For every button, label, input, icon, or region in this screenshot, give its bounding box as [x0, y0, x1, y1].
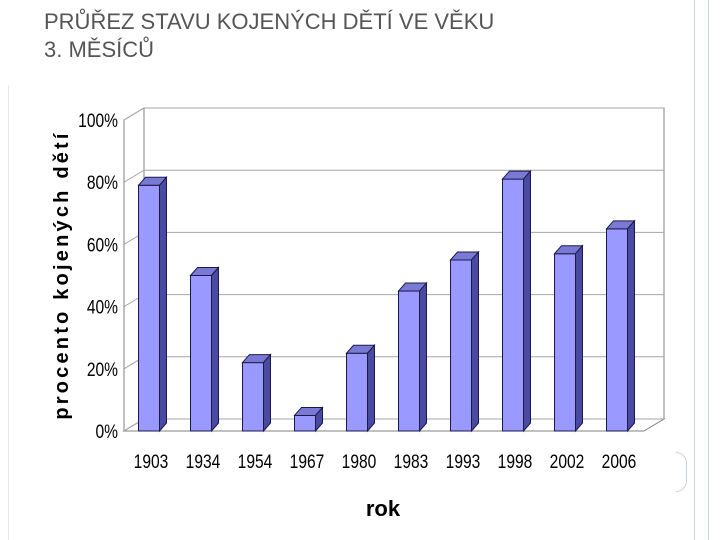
- bar-side: [367, 343, 375, 433]
- bar-side: [419, 281, 427, 433]
- x-tick-label: 1954: [238, 451, 273, 473]
- bar-front: [346, 352, 368, 432]
- bar-1983: [397, 281, 428, 433]
- bar-1980: [345, 343, 376, 433]
- slide-title-line-2: 3. MĚSÍCŮ: [44, 37, 155, 62]
- bar-side: [575, 244, 583, 433]
- bar-1993: [449, 250, 480, 433]
- bar-side: [315, 406, 323, 433]
- bar-front: [554, 253, 576, 432]
- y-tick-label: 0%: [95, 421, 118, 443]
- y-tick-label: 100%: [78, 110, 118, 132]
- y-tick-label: 20%: [87, 358, 118, 380]
- bar-1934: [189, 266, 220, 433]
- bar-front: [242, 362, 264, 432]
- bar-front: [190, 275, 212, 432]
- x-tick-label: 1993: [446, 451, 481, 473]
- chart-bars: [137, 169, 636, 433]
- bar-side: [627, 219, 635, 433]
- bar-1967: [293, 406, 324, 433]
- x-tick-label: 1903: [134, 451, 169, 473]
- slide-title-line-1: PRŮŘEZ STAVU KOJENÝCH DĚTÍ VE VĚKU: [44, 9, 495, 34]
- y-tick-label: 60%: [87, 234, 118, 256]
- gridline: [123, 107, 664, 121]
- bar-1903: [137, 175, 168, 433]
- bar-side: [263, 353, 271, 433]
- bar-2006: [605, 219, 636, 433]
- slide-title: PRŮŘEZ STAVU KOJENÝCH DĚTÍ VE VĚKU 3. MĚ…: [44, 8, 644, 64]
- x-tick-label: 1998: [498, 451, 533, 473]
- bar-side: [211, 266, 219, 433]
- x-tick-label: 1967: [290, 451, 325, 473]
- y-axis-label: procento kojených dětí: [51, 130, 73, 419]
- x-tick-label: 1934: [186, 451, 221, 473]
- slide-left-rule: [8, 85, 9, 540]
- bar-front: [138, 184, 160, 432]
- bar-side: [471, 250, 479, 433]
- x-tick-label: 2002: [550, 451, 585, 473]
- x-axis-label: rok: [366, 496, 401, 521]
- bar-front: [398, 290, 420, 432]
- slide-right-rule-1: [694, 0, 695, 540]
- bar-front: [294, 414, 316, 432]
- x-tick-labels: 1903 1934 1954 1967 1980 1983 1993 1998 2002 2006: [134, 451, 637, 473]
- y-tick-labels: 0% 20% 40% 60% 80% 100%: [78, 110, 118, 443]
- x-tick-label: 1983: [394, 451, 429, 473]
- bar-1954: [241, 353, 272, 433]
- y-tick-label: 80%: [87, 172, 118, 194]
- bar-side: [159, 175, 167, 433]
- bar-front: [502, 178, 524, 432]
- bar-1998: [501, 169, 532, 433]
- bar-front: [606, 228, 628, 432]
- x-tick-label: 1980: [342, 451, 377, 473]
- bar-2002: [553, 244, 584, 433]
- y-tick-label: 40%: [87, 296, 118, 318]
- gridline: [123, 169, 664, 183]
- bar-front: [450, 259, 472, 432]
- x-tick-label: 2006: [602, 451, 637, 473]
- slide-right-rule-2: [708, 0, 709, 540]
- bar-side: [523, 169, 531, 433]
